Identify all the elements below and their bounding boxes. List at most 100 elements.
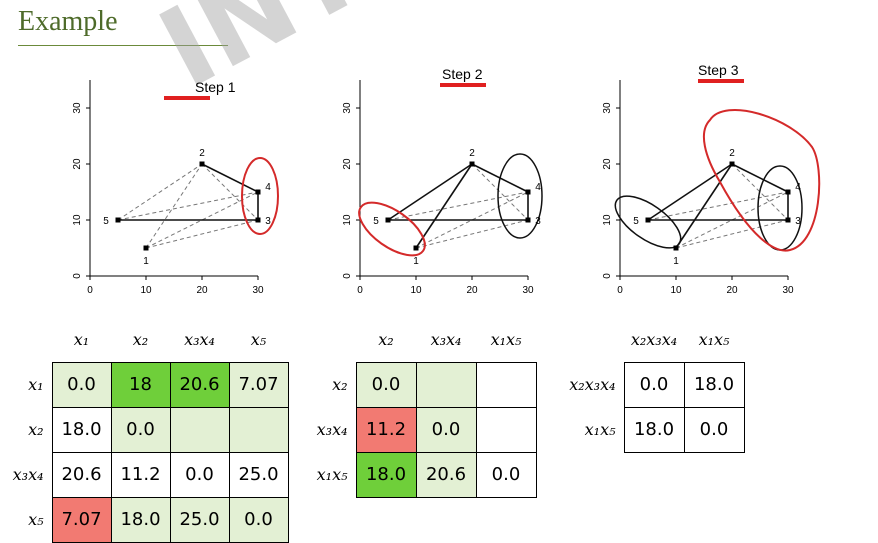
matrix3-cell: 0.0 xyxy=(623,361,685,408)
y-tick-label: 20 xyxy=(602,158,613,170)
edge xyxy=(117,163,203,221)
node-3-label: 3 xyxy=(795,216,801,227)
x-tick-label: 10 xyxy=(410,285,422,296)
matrix1-cell: 18.0 xyxy=(51,406,112,453)
step-2-underline xyxy=(440,83,486,87)
y-tick-label: 30 xyxy=(72,102,83,114)
node-4-label: 4 xyxy=(535,182,541,193)
node-5-marker xyxy=(385,217,391,223)
matrix2-cell xyxy=(475,406,537,453)
matrix1-cell: 7.07 xyxy=(51,496,112,543)
matrix2-cell xyxy=(415,361,477,408)
matrix2-cell: 0.0 xyxy=(475,451,537,498)
edge xyxy=(675,219,789,249)
matrix2-row-header: x₂ xyxy=(332,375,348,394)
edge xyxy=(145,219,259,249)
step-1-underline xyxy=(164,96,210,100)
node-5-label: 5 xyxy=(633,216,639,227)
x-tick-label: 0 xyxy=(357,285,363,296)
matrix1-row-header: x₁ xyxy=(28,375,44,394)
node-1-marker xyxy=(673,245,679,251)
x-tick-label: 30 xyxy=(782,285,794,296)
edge xyxy=(201,163,259,193)
matrix1-cell xyxy=(228,406,289,453)
y-tick-label: 10 xyxy=(342,214,353,226)
node-2-label: 2 xyxy=(729,148,735,159)
edge xyxy=(201,163,259,221)
plot-step-2-svg: Step 2 0 10 20 30 0 10 20 30 1 2 3 4 5 xyxy=(342,66,543,296)
matrix3-cell: 18.0 xyxy=(683,361,745,408)
x-tick-label: 20 xyxy=(726,285,738,296)
matrix3-row-header: x₂x₃x₄ xyxy=(569,375,616,394)
node-3-marker xyxy=(785,217,791,223)
node-3-label: 3 xyxy=(265,216,271,227)
node-1-marker xyxy=(413,245,419,251)
matrix2-cell: 0.0 xyxy=(415,406,477,453)
matrix1-col-header: x₅ xyxy=(250,330,267,350)
y-tick-label: 10 xyxy=(602,214,613,226)
node-4-marker xyxy=(525,189,531,195)
y-tick-label: 30 xyxy=(602,102,613,114)
matrix2-cell: 0.0 xyxy=(355,361,417,408)
step-1-label: Step 1 xyxy=(195,79,236,95)
node-5-marker xyxy=(115,217,121,223)
edge xyxy=(415,163,473,249)
edge xyxy=(387,163,473,221)
x-tick-label: 10 xyxy=(140,285,152,296)
matrix2-col-header: x₁x₅ xyxy=(490,330,522,350)
matrix1-cell: 20.6 xyxy=(169,361,230,408)
matrix2-row-header: x₁x₅ xyxy=(316,465,348,484)
edge xyxy=(415,219,529,249)
matrix1-cell: 18.0 xyxy=(110,496,171,543)
node-2-label: 2 xyxy=(469,148,475,159)
matrix1-row-header: x₅ xyxy=(28,510,44,529)
distance-matrix-step-3: x₂x₃x₄ x₁x₅ x₂x₃x₄ 0.0 18.0 x₁x₅ 18.0 0.… xyxy=(560,318,745,453)
matrix2-cell: 11.2 xyxy=(355,406,417,453)
matrix1-cell: 0.0 xyxy=(228,496,289,543)
cluster-2-3-4-outline xyxy=(702,109,821,252)
page-title: Example xyxy=(18,6,118,37)
matrix2-col-header: x₂ xyxy=(378,330,394,350)
plot-step-2: Step 2 0 10 20 30 0 10 20 30 1 2 3 4 5 xyxy=(330,62,590,312)
matrix2-cell: 20.6 xyxy=(415,451,477,498)
node-2-marker xyxy=(199,161,205,167)
matrix2-cell: 18.0 xyxy=(355,451,417,498)
cluster-3-4-outline xyxy=(757,165,803,251)
node-3-marker xyxy=(255,217,261,223)
node-4-marker xyxy=(785,189,791,195)
node-1-label: 1 xyxy=(673,256,679,267)
matrix3-cell: 18.0 xyxy=(623,406,685,453)
matrix1-cell: 18 xyxy=(110,361,171,408)
matrix1-cell: 7.07 xyxy=(228,361,289,408)
edge xyxy=(647,191,789,221)
matrix1-col-header: x₃x₄ xyxy=(184,330,215,350)
matrix1-cell: 0.0 xyxy=(110,406,171,453)
edge xyxy=(731,163,789,193)
x-tick-label: 30 xyxy=(522,285,534,296)
plot-step-1-svg: Step 1 0 10 20 30 0 10 20 30 1 2 3 4 5 xyxy=(72,79,279,296)
node-4-marker xyxy=(255,189,261,195)
y-tick-label: 20 xyxy=(72,158,83,170)
matrix1-col-header: x₂ xyxy=(132,330,149,350)
matrix2-row-header: x₃x₄ xyxy=(316,420,348,439)
node-1-marker xyxy=(143,245,149,251)
plot-step-3-svg: Step 3 0 10 20 30 0 10 20 30 1 2 3 4 5 xyxy=(602,62,821,296)
matrix3-cell: 0.0 xyxy=(683,406,745,453)
edge xyxy=(117,191,259,221)
edge xyxy=(471,163,529,221)
y-tick-label: 0 xyxy=(342,273,353,279)
edge xyxy=(731,163,789,221)
y-tick-label: 30 xyxy=(342,102,353,114)
node-3-label: 3 xyxy=(535,216,541,227)
matrix1-cell: 11.2 xyxy=(110,451,171,498)
edge xyxy=(387,191,529,221)
node-5-label: 5 xyxy=(373,216,379,227)
matrix1-cell: 25.0 xyxy=(228,451,289,498)
matrix1-cell: 0.0 xyxy=(51,361,112,408)
node-2-label: 2 xyxy=(199,148,205,159)
title-underline xyxy=(18,45,228,46)
node-2-marker xyxy=(729,161,735,167)
step-2-label: Step 2 xyxy=(442,66,483,82)
matrix1-cell: 0.0 xyxy=(169,451,230,498)
matrix3-col-header: x₁x₅ xyxy=(698,330,730,350)
